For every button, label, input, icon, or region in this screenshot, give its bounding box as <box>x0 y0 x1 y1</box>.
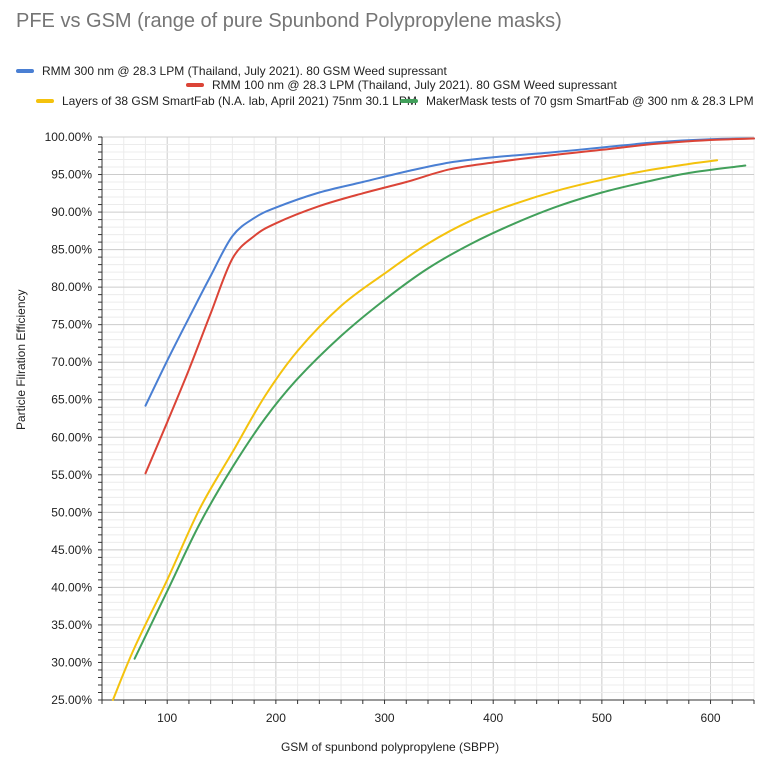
chart-legend: RMM 300 nm @ 28.3 LPM (Thailand, July 20… <box>0 0 780 120</box>
chart-title: PFE vs GSM (range of pure Spunbond Polyp… <box>16 10 562 32</box>
y-tick-label: 95.00% <box>51 168 92 182</box>
y-tick-label: 85.00% <box>51 243 92 257</box>
y-tick-label: 35.00% <box>51 618 92 632</box>
y-axis-label: Particle Filration Efficiency <box>14 289 28 431</box>
x-tick-label: 600 <box>701 711 721 725</box>
series-line-2[interactable] <box>144 137 755 475</box>
y-tick-label: 75.00% <box>51 318 92 332</box>
series-line-3[interactable] <box>111 159 719 701</box>
y-tick-label: 100.00% <box>45 130 93 144</box>
grid-lines <box>101 136 755 701</box>
x-tick-label: 100 <box>157 711 177 725</box>
x-tick-label: 300 <box>375 711 395 725</box>
y-tick-label: 55.00% <box>51 468 92 482</box>
series-line-1[interactable] <box>144 137 755 407</box>
legend-item-series-2[interactable]: RMM 100 nm @ 28.3 LPM (Thailand, July 20… <box>186 78 617 92</box>
legend-item-series-1[interactable]: RMM 300 nm @ 28.3 LPM (Thailand, July 20… <box>16 64 447 78</box>
y-tick-label: 45.00% <box>51 543 92 557</box>
y-tick-label: 50.00% <box>51 505 92 519</box>
y-tick-label: 25.00% <box>51 693 92 707</box>
legend-item-series-4[interactable]: MakerMask tests of 70 gsm SmartFab @ 300… <box>400 94 754 108</box>
chart-axes <box>98 136 755 704</box>
x-tick-label: 400 <box>483 711 503 725</box>
legend-swatch-series-4 <box>400 98 418 103</box>
y-tick-label: 30.00% <box>51 655 92 669</box>
legend-label-series-3: Layers of 38 GSM SmartFab (N.A. lab, Apr… <box>62 94 417 108</box>
legend-label-series-1: RMM 300 nm @ 28.3 LPM (Thailand, July 20… <box>42 64 447 78</box>
legend-swatch-series-3 <box>36 98 54 103</box>
y-tick-label: 40.00% <box>51 580 92 594</box>
legend-swatch-series-2 <box>186 82 204 87</box>
legend-label-series-4: MakerMask tests of 70 gsm SmartFab @ 300… <box>426 94 754 108</box>
y-tick-label: 80.00% <box>51 280 92 294</box>
x-axis-label: GSM of spunbond polypropylene (SBPP) <box>280 740 500 754</box>
x-tick-label: 500 <box>592 711 612 725</box>
y-tick-label: 70.00% <box>51 355 92 369</box>
series-lines <box>111 137 755 701</box>
x-tick-label: 200 <box>266 711 286 725</box>
series-line-4[interactable] <box>133 164 747 660</box>
legend-item-series-3[interactable]: Layers of 38 GSM SmartFab (N.A. lab, Apr… <box>36 94 417 108</box>
legend-label-series-2: RMM 100 nm @ 28.3 LPM (Thailand, July 20… <box>212 78 617 92</box>
y-tick-label: 90.00% <box>51 205 92 219</box>
tick-labels: 25.00% 30.00% 35.00% 40.00% 45.00% 50.00% 55.0… <box>45 130 721 725</box>
y-tick-label: 65.00% <box>51 393 92 407</box>
y-tick-label: 60.00% <box>51 430 92 444</box>
legend-swatch-series-1 <box>16 68 34 73</box>
